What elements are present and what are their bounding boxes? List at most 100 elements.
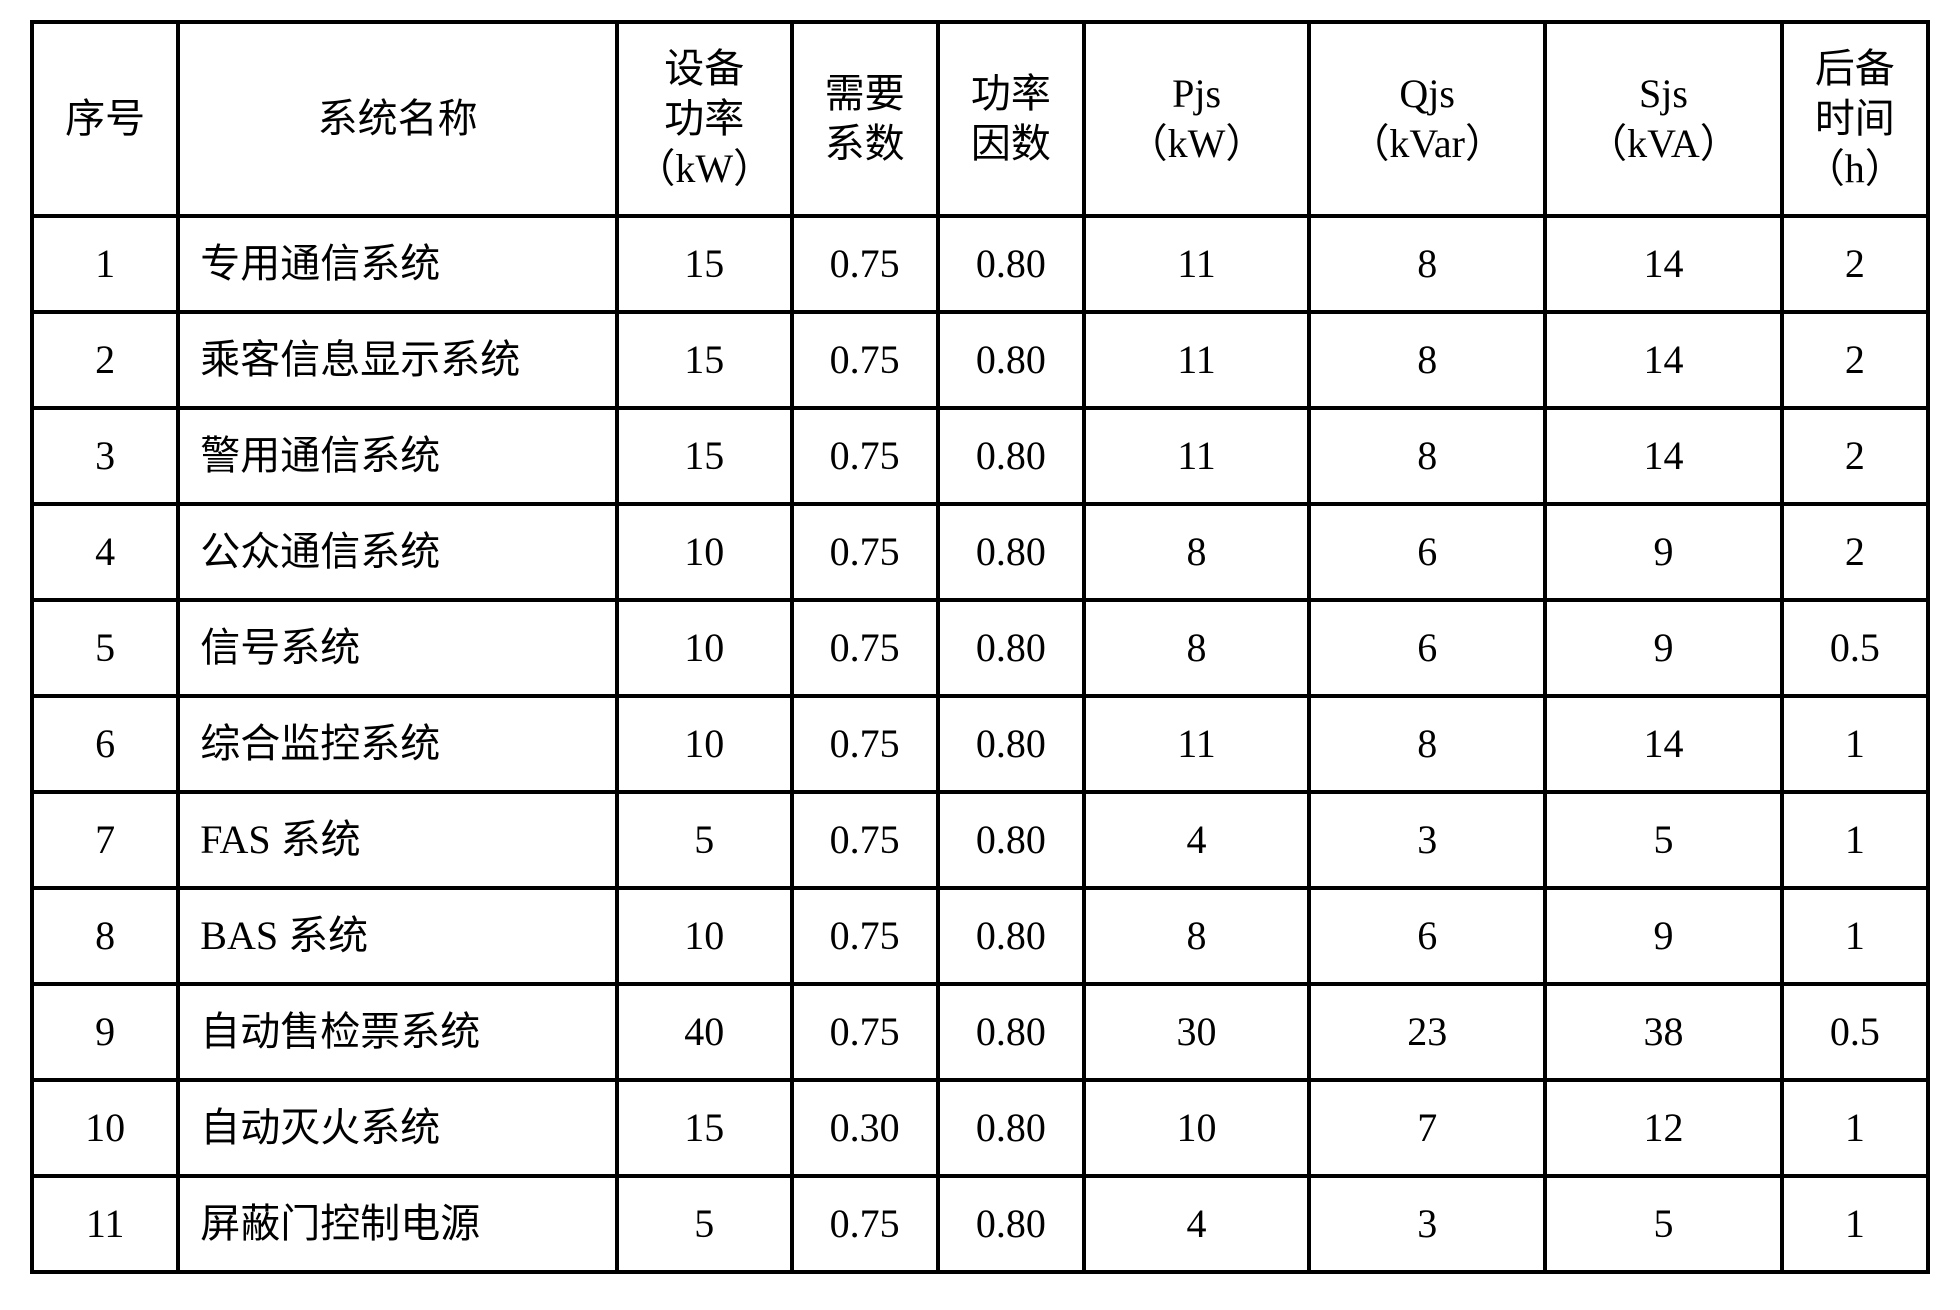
cell-name: 警用通信系统 xyxy=(178,408,617,504)
table-header-row: 序号 系统名称 设备功率（kW） 需要系数 功率因数 Pjs（kW） Qjs（k… xyxy=(32,22,1928,216)
col-header-pjs: Pjs（kW） xyxy=(1084,22,1309,216)
col-header-pf: 功率因数 xyxy=(938,22,1084,216)
cell-name: FAS 系统 xyxy=(178,792,617,888)
table-row: 5信号系统100.750.808690.5 xyxy=(32,600,1928,696)
cell-qjs: 6 xyxy=(1309,504,1545,600)
cell-name: BAS 系统 xyxy=(178,888,617,984)
cell-pf: 0.80 xyxy=(938,888,1084,984)
cell-dev_power: 15 xyxy=(617,1080,791,1176)
cell-demand: 0.75 xyxy=(792,1176,938,1272)
table-body: 1专用通信系统150.750.801181422乘客信息显示系统150.750.… xyxy=(32,216,1928,1272)
cell-qjs: 6 xyxy=(1309,600,1545,696)
col-header-dev-power: 设备功率（kW） xyxy=(617,22,791,216)
cell-demand: 0.75 xyxy=(792,216,938,312)
cell-demand: 0.75 xyxy=(792,792,938,888)
cell-pjs: 30 xyxy=(1084,984,1309,1080)
cell-qjs: 3 xyxy=(1309,792,1545,888)
cell-dev_power: 10 xyxy=(617,696,791,792)
cell-demand: 0.75 xyxy=(792,888,938,984)
col-header-qjs: Qjs（kVar） xyxy=(1309,22,1545,216)
cell-backup_h: 2 xyxy=(1782,504,1928,600)
cell-name: 自动售检票系统 xyxy=(178,984,617,1080)
cell-qjs: 8 xyxy=(1309,408,1545,504)
cell-backup_h: 1 xyxy=(1782,696,1928,792)
cell-demand: 0.75 xyxy=(792,312,938,408)
cell-pjs: 11 xyxy=(1084,408,1309,504)
cell-pf: 0.80 xyxy=(938,1176,1084,1272)
table-row: 4公众通信系统100.750.808692 xyxy=(32,504,1928,600)
cell-pjs: 8 xyxy=(1084,504,1309,600)
cell-idx: 7 xyxy=(32,792,178,888)
power-load-table: 序号 系统名称 设备功率（kW） 需要系数 功率因数 Pjs（kW） Qjs（k… xyxy=(30,20,1930,1274)
cell-dev_power: 5 xyxy=(617,792,791,888)
cell-name: 公众通信系统 xyxy=(178,504,617,600)
cell-backup_h: 2 xyxy=(1782,408,1928,504)
cell-qjs: 23 xyxy=(1309,984,1545,1080)
cell-sjs: 38 xyxy=(1545,984,1781,1080)
cell-pjs: 11 xyxy=(1084,312,1309,408)
cell-idx: 6 xyxy=(32,696,178,792)
cell-name: 信号系统 xyxy=(178,600,617,696)
cell-dev_power: 15 xyxy=(617,216,791,312)
col-header-sjs: Sjs（kVA） xyxy=(1545,22,1781,216)
cell-demand: 0.75 xyxy=(792,504,938,600)
cell-pf: 0.80 xyxy=(938,312,1084,408)
cell-backup_h: 0.5 xyxy=(1782,600,1928,696)
cell-demand: 0.75 xyxy=(792,696,938,792)
cell-idx: 9 xyxy=(32,984,178,1080)
col-header-backup: 后备时间（h） xyxy=(1782,22,1928,216)
cell-idx: 4 xyxy=(32,504,178,600)
cell-pjs: 11 xyxy=(1084,216,1309,312)
table-row: 3警用通信系统150.750.80118142 xyxy=(32,408,1928,504)
cell-backup_h: 2 xyxy=(1782,312,1928,408)
cell-idx: 1 xyxy=(32,216,178,312)
cell-pf: 0.80 xyxy=(938,216,1084,312)
cell-pf: 0.80 xyxy=(938,1080,1084,1176)
cell-demand: 0.30 xyxy=(792,1080,938,1176)
cell-dev_power: 5 xyxy=(617,1176,791,1272)
col-header-demand: 需要系数 xyxy=(792,22,938,216)
cell-pjs: 8 xyxy=(1084,600,1309,696)
cell-idx: 3 xyxy=(32,408,178,504)
cell-idx: 10 xyxy=(32,1080,178,1176)
cell-pjs: 4 xyxy=(1084,1176,1309,1272)
cell-name: 专用通信系统 xyxy=(178,216,617,312)
cell-sjs: 9 xyxy=(1545,888,1781,984)
cell-qjs: 8 xyxy=(1309,312,1545,408)
cell-sjs: 14 xyxy=(1545,312,1781,408)
cell-pjs: 11 xyxy=(1084,696,1309,792)
cell-idx: 11 xyxy=(32,1176,178,1272)
cell-sjs: 14 xyxy=(1545,696,1781,792)
cell-backup_h: 1 xyxy=(1782,1080,1928,1176)
cell-qjs: 8 xyxy=(1309,696,1545,792)
cell-name: 综合监控系统 xyxy=(178,696,617,792)
cell-pjs: 4 xyxy=(1084,792,1309,888)
cell-demand: 0.75 xyxy=(792,984,938,1080)
cell-demand: 0.75 xyxy=(792,600,938,696)
table-row: 2乘客信息显示系统150.750.80118142 xyxy=(32,312,1928,408)
cell-name: 屏蔽门控制电源 xyxy=(178,1176,617,1272)
table-row: 8BAS 系统100.750.808691 xyxy=(32,888,1928,984)
cell-dev_power: 40 xyxy=(617,984,791,1080)
table-row: 9自动售检票系统400.750.803023380.5 xyxy=(32,984,1928,1080)
cell-qjs: 8 xyxy=(1309,216,1545,312)
cell-idx: 5 xyxy=(32,600,178,696)
table-row: 1专用通信系统150.750.80118142 xyxy=(32,216,1928,312)
table-row: 6综合监控系统100.750.80118141 xyxy=(32,696,1928,792)
cell-pf: 0.80 xyxy=(938,792,1084,888)
table-row: 11屏蔽门控制电源50.750.804351 xyxy=(32,1176,1928,1272)
cell-dev_power: 15 xyxy=(617,312,791,408)
cell-sjs: 5 xyxy=(1545,1176,1781,1272)
table-row: 10自动灭火系统150.300.80107121 xyxy=(32,1080,1928,1176)
cell-pf: 0.80 xyxy=(938,408,1084,504)
cell-backup_h: 1 xyxy=(1782,792,1928,888)
cell-pjs: 10 xyxy=(1084,1080,1309,1176)
cell-demand: 0.75 xyxy=(792,408,938,504)
cell-name: 自动灭火系统 xyxy=(178,1080,617,1176)
cell-dev_power: 10 xyxy=(617,600,791,696)
table-row: 7FAS 系统50.750.804351 xyxy=(32,792,1928,888)
cell-pf: 0.80 xyxy=(938,984,1084,1080)
cell-sjs: 14 xyxy=(1545,216,1781,312)
col-header-idx: 序号 xyxy=(32,22,178,216)
cell-backup_h: 1 xyxy=(1782,1176,1928,1272)
